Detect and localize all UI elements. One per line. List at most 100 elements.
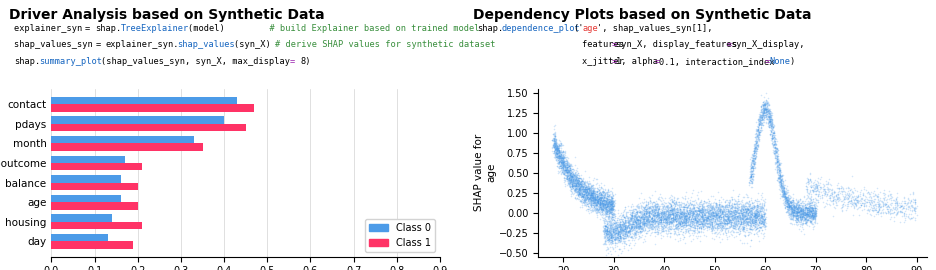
Point — [660, 205, 675, 209]
Point — [802, 214, 817, 219]
Point — [601, 209, 616, 213]
Point — [784, 207, 799, 211]
Point — [549, 159, 564, 164]
Point — [669, 219, 684, 224]
Point — [665, 211, 680, 215]
Point — [577, 181, 592, 185]
Point — [771, 163, 786, 167]
Point — [856, 204, 871, 208]
Point — [807, 187, 822, 191]
Point — [648, 208, 663, 212]
Point — [674, 212, 689, 216]
Point — [648, 199, 663, 203]
Point — [597, 200, 612, 205]
Point — [598, 200, 613, 204]
Point — [897, 208, 912, 213]
Point — [709, 218, 724, 222]
Point — [718, 219, 733, 223]
Point — [794, 216, 809, 221]
Point — [665, 208, 680, 212]
Point — [574, 176, 589, 181]
Point — [853, 190, 868, 194]
Point — [638, 223, 653, 227]
Point — [750, 127, 765, 131]
Point — [666, 217, 681, 221]
Point — [588, 201, 603, 205]
Point — [733, 202, 748, 206]
Point — [758, 106, 773, 111]
Point — [575, 185, 590, 190]
Point — [690, 219, 705, 223]
Point — [600, 192, 615, 197]
Point — [593, 213, 608, 218]
Point — [727, 208, 742, 212]
Point — [661, 214, 676, 218]
Point — [590, 202, 605, 206]
Point — [695, 203, 709, 207]
Point — [585, 195, 600, 200]
Point — [599, 211, 614, 215]
Point — [674, 199, 689, 204]
Point — [598, 205, 613, 209]
Point — [707, 215, 722, 219]
Point — [748, 142, 763, 146]
Point — [766, 131, 781, 136]
Point — [765, 111, 780, 116]
Point — [710, 218, 725, 222]
Point — [711, 216, 726, 220]
Point — [593, 205, 608, 210]
Point — [754, 115, 769, 120]
Point — [742, 180, 757, 185]
Point — [712, 224, 727, 228]
Point — [764, 127, 779, 131]
Point — [772, 173, 787, 178]
Point — [574, 191, 589, 195]
Point — [611, 229, 626, 233]
Point — [850, 201, 865, 205]
Point — [556, 160, 571, 164]
Point — [739, 192, 753, 196]
Point — [767, 137, 782, 141]
Point — [745, 208, 760, 212]
Point — [785, 201, 800, 205]
Point — [695, 210, 710, 214]
Point — [804, 208, 819, 212]
Point — [773, 161, 788, 166]
Point — [832, 196, 847, 201]
Point — [673, 210, 688, 215]
Point — [808, 207, 823, 211]
Point — [773, 177, 788, 181]
Point — [786, 192, 801, 196]
Point — [762, 119, 777, 123]
Point — [654, 217, 669, 221]
Point — [612, 220, 627, 224]
Text: TreeExplainer: TreeExplainer — [121, 23, 189, 33]
Point — [658, 213, 673, 217]
Point — [732, 211, 747, 216]
Point — [774, 184, 789, 188]
Point — [655, 212, 670, 217]
Point — [805, 206, 820, 210]
Point — [581, 209, 596, 213]
Point — [766, 131, 781, 135]
Point — [834, 192, 849, 196]
Point — [654, 207, 669, 211]
Point — [791, 227, 806, 231]
Point — [623, 235, 638, 239]
Point — [623, 205, 638, 210]
Point — [663, 221, 678, 225]
Point — [695, 217, 709, 221]
Point — [695, 212, 709, 216]
Point — [727, 215, 742, 219]
Point — [682, 207, 697, 212]
Point — [754, 107, 769, 111]
Point — [751, 128, 766, 132]
Point — [802, 212, 817, 217]
Point — [642, 205, 657, 209]
Point — [759, 113, 774, 117]
Point — [731, 227, 746, 231]
Point — [840, 202, 855, 207]
Point — [703, 213, 718, 217]
Point — [677, 234, 692, 239]
Point — [680, 218, 695, 222]
